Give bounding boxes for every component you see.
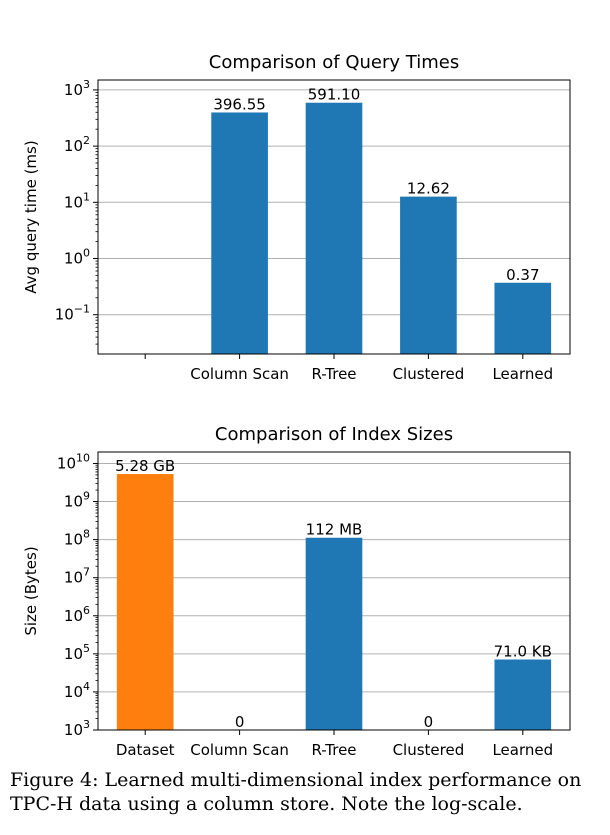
chart-1-data-label: 0.37 (506, 266, 539, 284)
chart-1-y-tick-label: 10−1 (55, 303, 90, 324)
chart-2-data-label: 0 (235, 713, 245, 731)
caption-line-2: TPC-H data using a column store. Note th… (10, 793, 523, 815)
chart-1-x-tick-label: R-Tree (311, 365, 356, 383)
chart-2-y-tick-label: 104 (64, 680, 90, 701)
chart-1-bar-learned (494, 282, 552, 354)
chart-2-data-label: 0 (424, 713, 434, 731)
chart-2-bar-dataset (116, 474, 174, 730)
chart-2-x-tick-label: R-Tree (311, 741, 356, 759)
chart-2-y-tick-label: 106 (64, 604, 90, 625)
chart-1-bar-clustered (400, 196, 457, 354)
chart-1-bar-column-scan (211, 112, 268, 354)
chart-2-data-label: 112 MB (306, 521, 363, 539)
chart-2-y-tick-label: 105 (64, 642, 90, 663)
chart-2-title: Comparison of Index Sizes (215, 424, 453, 445)
chart-2-y-tick-label: 109 (64, 490, 90, 511)
chart-1-y-axis-label: Avg query time (ms) (22, 140, 40, 293)
chart-1-y-tick-label: 102 (64, 134, 90, 155)
chart-1-title: Comparison of Query Times (209, 52, 459, 73)
chart-2-bar-r-tree (305, 537, 363, 730)
chart-1-data-label: 12.62 (407, 180, 450, 198)
chart-1-data-label: 591.10 (308, 86, 361, 104)
chart-2-x-tick-label: Learned (492, 741, 553, 759)
chart-2-bar-learned (494, 659, 552, 730)
figure: 10−1 100 101 102 103 Column Scan 396.55 R-Tree 5… (22, 52, 571, 759)
caption-line-1: Figure 4: Learned multi-dimensional inde… (10, 769, 582, 791)
chart-2-y-tick-label: 103 (64, 718, 90, 739)
chart-2-x-tick-label: Column Scan (190, 741, 289, 759)
chart-2-y-tick-label: 1010 (57, 451, 90, 472)
chart-1-bar-r-tree (305, 102, 363, 354)
chart-2-y-tick-label: 107 (64, 566, 90, 587)
chart-2-x-tick-label: Dataset (116, 741, 175, 759)
chart-2-y-tick-label: 108 (64, 528, 90, 549)
chart-2-data-label: 5.28 GB (115, 457, 175, 475)
chart-1-x-tick-label: Clustered (393, 365, 465, 383)
chart-1-x-tick-label: Learned (492, 365, 553, 383)
chart-1-x-tick-label: Column Scan (190, 365, 289, 383)
figure-caption: Figure 4: Learned multi-dimensional inde… (10, 768, 602, 816)
chart-2-y-axis-label: Size (Bytes) (22, 546, 40, 635)
chart-1-y-tick-label: 101 (64, 190, 90, 211)
chart-1-y-tick-label: 103 (64, 78, 90, 99)
chart-1-y-tick-label: 100 (64, 247, 90, 268)
chart-2-x-tick-label: Clustered (393, 741, 465, 759)
chart-1-data-label: 396.55 (213, 95, 266, 113)
chart-2-data-label: 71.0 KB (494, 643, 552, 661)
